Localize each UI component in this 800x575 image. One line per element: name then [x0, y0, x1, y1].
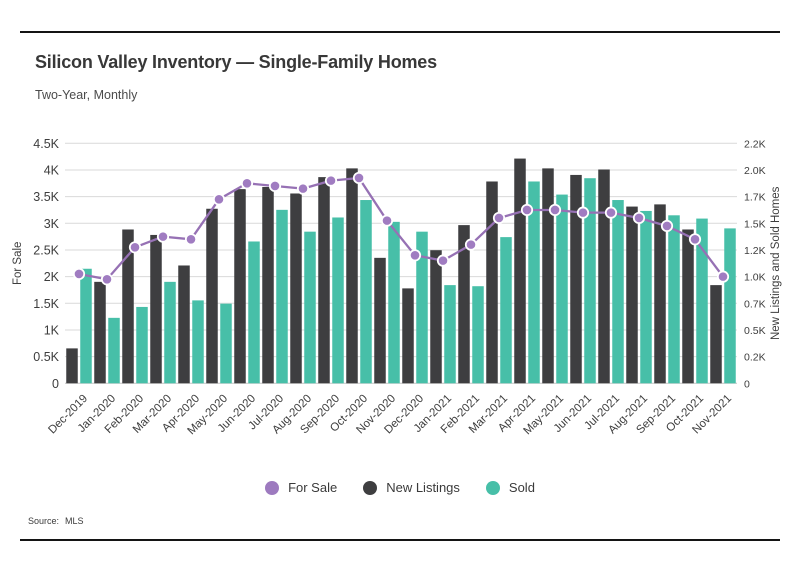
new-listings-marker-icon	[363, 480, 378, 495]
inventory-chart: 4.5K 4K 3.5K 3K 2.5K 2K 1.5K 1K 0.5K 0 2.2K 2.0K 1.7…	[12, 137, 782, 438]
svg-text:1.7K: 1.7K	[744, 192, 766, 204]
svg-text:For Sale: For Sale	[12, 242, 24, 285]
svg-text:3.5K: 3.5K	[33, 190, 59, 204]
axis-titles: For Sale New Listings and Sold Homes	[12, 186, 782, 340]
top-rule	[20, 31, 780, 33]
svg-text:1.2K: 1.2K	[744, 245, 766, 257]
svg-text:1.5K: 1.5K	[33, 297, 59, 311]
bottom-rule	[20, 539, 780, 541]
svg-text:0.5K: 0.5K	[33, 350, 59, 364]
svg-text:4K: 4K	[44, 163, 60, 177]
legend-label: New Listings	[386, 480, 460, 495]
legend-label: For Sale	[288, 480, 338, 495]
legend-item-sold: Sold	[485, 480, 535, 495]
source-value: MLS	[65, 516, 84, 526]
chart-legend: For Sale New Listings Sold	[0, 480, 800, 495]
source-label: Source:	[28, 516, 60, 526]
grid	[65, 142, 737, 384]
svg-text:0.5K: 0.5K	[744, 325, 766, 337]
right-axis-ticks: 2.2K 2.0K 1.7K 1.5K 1.2K 1.0K 0.7K 0.5K 0.2K 0	[744, 138, 766, 390]
svg-text:0: 0	[52, 377, 59, 391]
svg-text:2.5K: 2.5K	[33, 243, 59, 257]
for-sale-markers	[72, 171, 730, 286]
page-title: Silicon Valley Inventory — Single-Family…	[35, 52, 437, 72]
page-subtitle: Two-Year, Monthly	[35, 88, 138, 102]
svg-text:0.7K: 0.7K	[744, 298, 766, 310]
svg-text:1.0K: 1.0K	[744, 272, 766, 284]
svg-text:New Listings and Sold Homes: New Listings and Sold Homes	[770, 186, 782, 340]
for-sale-marker-icon	[265, 480, 280, 495]
bars-new-listings	[66, 158, 722, 384]
svg-text:2K: 2K	[44, 270, 60, 284]
legend-item-new-listings: New Listings	[363, 480, 460, 495]
svg-text:2.0K: 2.0K	[744, 165, 766, 177]
svg-text:2.2K: 2.2K	[744, 138, 766, 150]
bars-sold	[80, 178, 736, 384]
svg-text:4.5K: 4.5K	[33, 137, 59, 151]
sold-marker-icon	[485, 480, 500, 495]
source-note: Source: MLS	[28, 516, 84, 526]
svg-text:1.5K: 1.5K	[744, 218, 766, 230]
svg-text:1K: 1K	[44, 323, 60, 337]
legend-item-for-sale: For Sale	[265, 480, 337, 495]
legend-label: Sold	[508, 480, 535, 495]
x-axis-labels: Dec-2019Jan-2020Feb-2020Mar-2020Apr-2020…	[46, 393, 734, 438]
svg-text:0: 0	[744, 378, 750, 390]
left-axis-ticks: 4.5K 4K 3.5K 3K 2.5K 2K 1.5K 1K 0.5K 0	[33, 137, 59, 391]
svg-text:3K: 3K	[44, 217, 60, 231]
svg-text:0.2K: 0.2K	[744, 352, 766, 364]
